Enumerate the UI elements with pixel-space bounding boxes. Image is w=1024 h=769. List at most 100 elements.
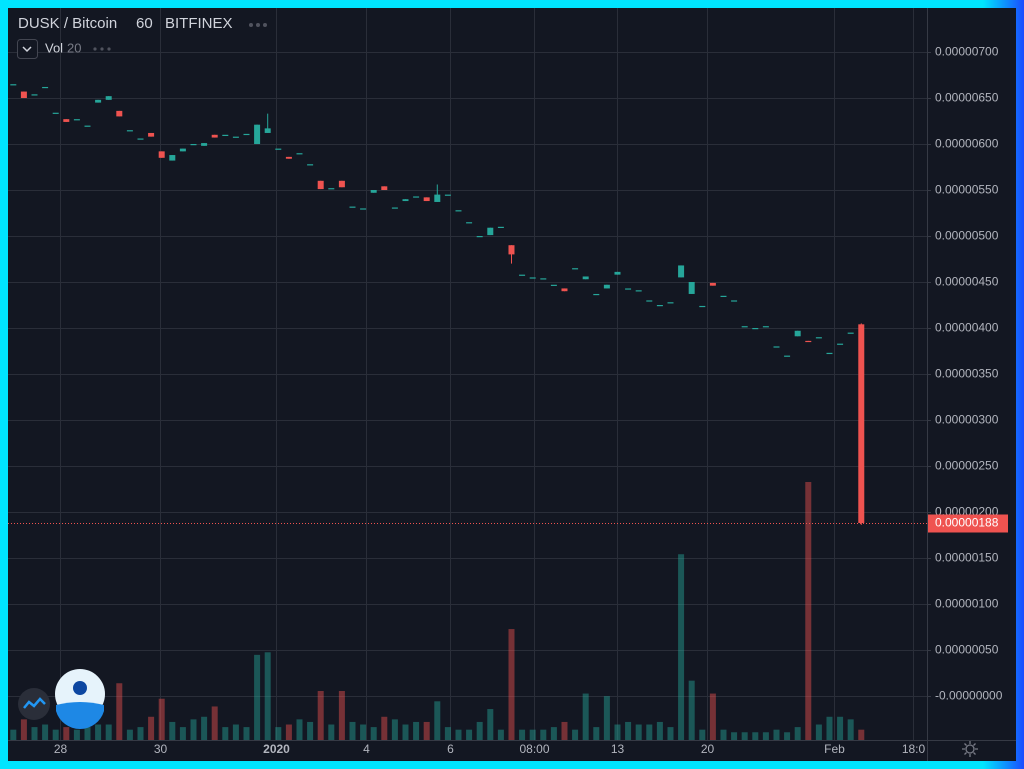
candles: [10, 84, 865, 525]
candle-body: [826, 352, 833, 355]
candle-body: [10, 84, 17, 86]
candle-body: [847, 332, 854, 334]
candle-body: [391, 207, 398, 209]
candle-body: [52, 112, 59, 114]
candle-body: [73, 119, 80, 121]
volume-bar: [826, 716, 833, 740]
volume-bar: [678, 554, 685, 740]
volume-bar: [699, 729, 706, 740]
interval[interactable]: 60: [136, 15, 153, 32]
volume-bar: [837, 716, 844, 740]
volume-bar: [201, 716, 208, 740]
volume-pane: [10, 482, 865, 740]
volume-bar: [264, 652, 271, 740]
candle-body: [572, 268, 579, 270]
candle-body: [423, 197, 430, 202]
candle-body: [837, 343, 844, 345]
grid: [8, 8, 927, 740]
y-tick-label: 0.00000050: [935, 643, 999, 657]
symbol-title[interactable]: DUSK / Bitcoin: [18, 15, 117, 32]
volume-bar: [63, 727, 70, 740]
candle-body: [858, 324, 865, 524]
volume-bar: [52, 729, 59, 740]
candle-body: [582, 276, 589, 280]
volume-bar: [105, 724, 112, 740]
volume-bar: [762, 732, 769, 740]
volume-bar: [741, 732, 748, 740]
candle-body: [678, 265, 685, 278]
y-tick-label: 0.00000650: [935, 91, 999, 105]
volume-bar: [31, 727, 38, 740]
volume-bar: [243, 727, 250, 740]
volume-bar: [455, 729, 462, 740]
x-tick-label: 30: [154, 742, 168, 756]
candle-body: [529, 277, 536, 279]
volume-bar: [285, 724, 292, 740]
volume-bar: [20, 719, 27, 740]
y-tick-label: 0.00000150: [935, 551, 999, 565]
candle-body: [699, 305, 706, 308]
volume-label[interactable]: Vol: [45, 40, 63, 55]
volume-bar: [540, 729, 547, 740]
candle-body: [179, 148, 186, 152]
candle-body: [540, 278, 547, 280]
avatar-button[interactable]: [55, 669, 105, 729]
volume-bar: [402, 724, 409, 740]
volume-bar: [222, 727, 229, 740]
volume-bar: [614, 724, 621, 740]
volume-bar: [211, 706, 218, 740]
candle-body: [84, 125, 91, 127]
x-tick-label: 4: [363, 742, 370, 756]
volume-bar: [328, 724, 335, 740]
candle-body: [20, 91, 27, 99]
chevron-icon: [22, 46, 32, 53]
volume-bar: [444, 727, 451, 740]
candle-body: [285, 156, 292, 159]
volume-bar: [847, 719, 854, 740]
candle-body: [222, 134, 229, 137]
candle-body: [370, 190, 377, 193]
volume-bar: [137, 727, 144, 740]
candle-body: [307, 164, 314, 166]
volume-bar: [116, 683, 123, 740]
volume-bar: [158, 698, 165, 740]
volume-bar: [794, 727, 801, 740]
x-tick-label: 13: [611, 742, 625, 756]
exchange[interactable]: BITFINEX: [165, 15, 233, 32]
y-tick-label: 0.00000400: [935, 321, 999, 335]
candle-body: [508, 245, 515, 255]
candle-body: [63, 119, 70, 122]
volume-bar: [858, 729, 865, 740]
candle-body: [169, 155, 176, 161]
volume-bar: [497, 729, 504, 740]
more-button[interactable]: [249, 23, 267, 27]
settings-button[interactable]: [962, 741, 978, 757]
volume-bar: [593, 727, 600, 740]
candle-body: [254, 124, 261, 145]
volume-bar: [656, 721, 663, 740]
volume-bar: [126, 729, 133, 740]
volume-bar: [434, 701, 441, 740]
volume-bar: [646, 724, 653, 740]
volume-bar: [349, 721, 356, 740]
collapse-button[interactable]: [17, 39, 38, 59]
volume-bar: [232, 724, 239, 740]
x-tick-label: 2020: [263, 742, 290, 756]
candle-body: [625, 288, 632, 290]
candle-body: [550, 284, 557, 286]
more-button[interactable]: [93, 47, 111, 51]
x-tick-label: 6: [447, 742, 454, 756]
y-tick-label: 0.00000600: [935, 137, 999, 151]
candle-body: [487, 227, 494, 236]
candle-body: [476, 236, 483, 238]
logo-button[interactable]: [18, 688, 50, 720]
volume-bar: [635, 724, 642, 740]
volume-length[interactable]: 20: [67, 40, 81, 55]
volume-bar: [148, 716, 155, 740]
candle-body: [805, 340, 812, 343]
candle-body: [338, 180, 345, 188]
volume-bar: [73, 729, 80, 740]
candle-body: [815, 337, 822, 339]
